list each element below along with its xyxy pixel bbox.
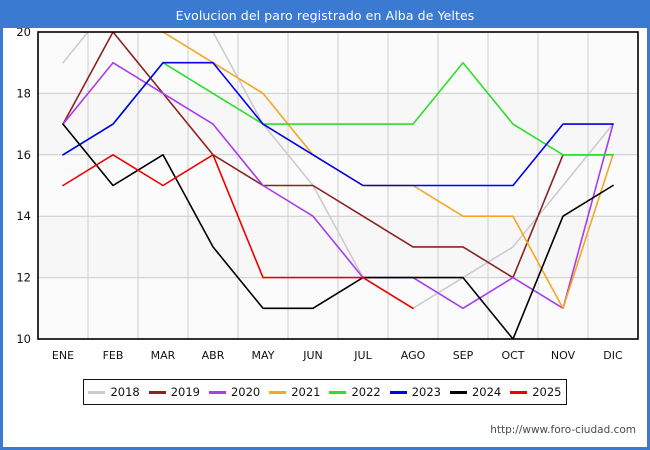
window-title: Evolucion del paro registrado en Alba de…	[3, 3, 647, 28]
legend-label: 2021	[291, 385, 321, 399]
y-axis-tick-label: 14	[16, 209, 31, 223]
legend-label: 2024	[471, 385, 502, 399]
y-axis-tick-label: 12	[16, 271, 31, 285]
series-line-2018	[62, 32, 614, 310]
series-line-2025	[62, 154, 414, 310]
x-axis-tick-label: OCT	[501, 349, 524, 362]
x-axis-tick-label: MAY	[252, 349, 275, 362]
x-axis-tick-label: MAR	[151, 349, 176, 362]
line-chart: 10 12 14 16 18 20 ENE FEB MAR ABR MAY JUN JUL AGO SEP O…	[16, 28, 639, 362]
x-axis-tick-label: JUN	[302, 349, 323, 362]
y-axis-tick-label: 18	[16, 86, 31, 100]
legend-swatch-icon	[88, 390, 106, 394]
legend-item-2022[interactable]: 2022	[329, 385, 381, 399]
series-line-2020	[62, 61, 614, 310]
legend-label: 2022	[351, 385, 381, 399]
legend-label: 2019	[170, 385, 201, 399]
y-axis-tick-label: 20	[16, 28, 31, 39]
source-url: http://www.foro-ciudad.com	[490, 424, 636, 436]
series-line-2019	[62, 32, 614, 279]
legend-swatch-icon	[148, 390, 166, 394]
legend-swatch-icon	[329, 390, 347, 394]
legend-swatch-icon	[449, 390, 467, 394]
legend-swatch-icon	[269, 390, 287, 394]
x-axis-tick-label: NOV	[551, 349, 576, 362]
legend-item-2018[interactable]: 2018	[88, 385, 140, 399]
legend-item-2020[interactable]: 2020	[208, 385, 261, 399]
series-group	[62, 32, 614, 339]
legend-swatch-icon	[208, 390, 226, 394]
legend-swatch-icon	[510, 390, 528, 394]
x-axis-tick-label: AGO	[401, 349, 426, 362]
x-axis-tick-label: DIC	[603, 349, 623, 362]
legend-item-2021[interactable]: 2021	[269, 385, 321, 399]
legend-item-2019[interactable]: 2019	[148, 385, 201, 399]
legend-label: 2018	[110, 385, 140, 399]
y-axis-tick-label: 10	[16, 332, 31, 346]
x-axis-tick-label: SEP	[453, 349, 474, 362]
legend-label: 2023	[411, 385, 442, 399]
legend-label: 2020	[230, 385, 261, 399]
legend-swatch-icon	[389, 390, 407, 394]
x-axis-tick-label: ABR	[202, 349, 225, 362]
series-line-2024	[62, 123, 614, 339]
chart-legend: 2018 2019 2020 2021 2022 2023 2024 2025	[83, 379, 567, 405]
legend-item-2025[interactable]: 2025	[510, 385, 562, 399]
legend-item-2024[interactable]: 2024	[449, 385, 502, 399]
x-axis-tick-label: FEB	[103, 349, 124, 362]
plot-border	[37, 31, 639, 340]
legend-item-2023[interactable]: 2023	[389, 385, 442, 399]
x-axis-tick-label: ENE	[52, 349, 74, 362]
x-axis-tick-label: JUL	[353, 349, 372, 362]
series-line-2023	[62, 61, 614, 187]
y-axis-tick-label: 16	[16, 148, 31, 162]
legend-label: 2025	[532, 385, 562, 399]
